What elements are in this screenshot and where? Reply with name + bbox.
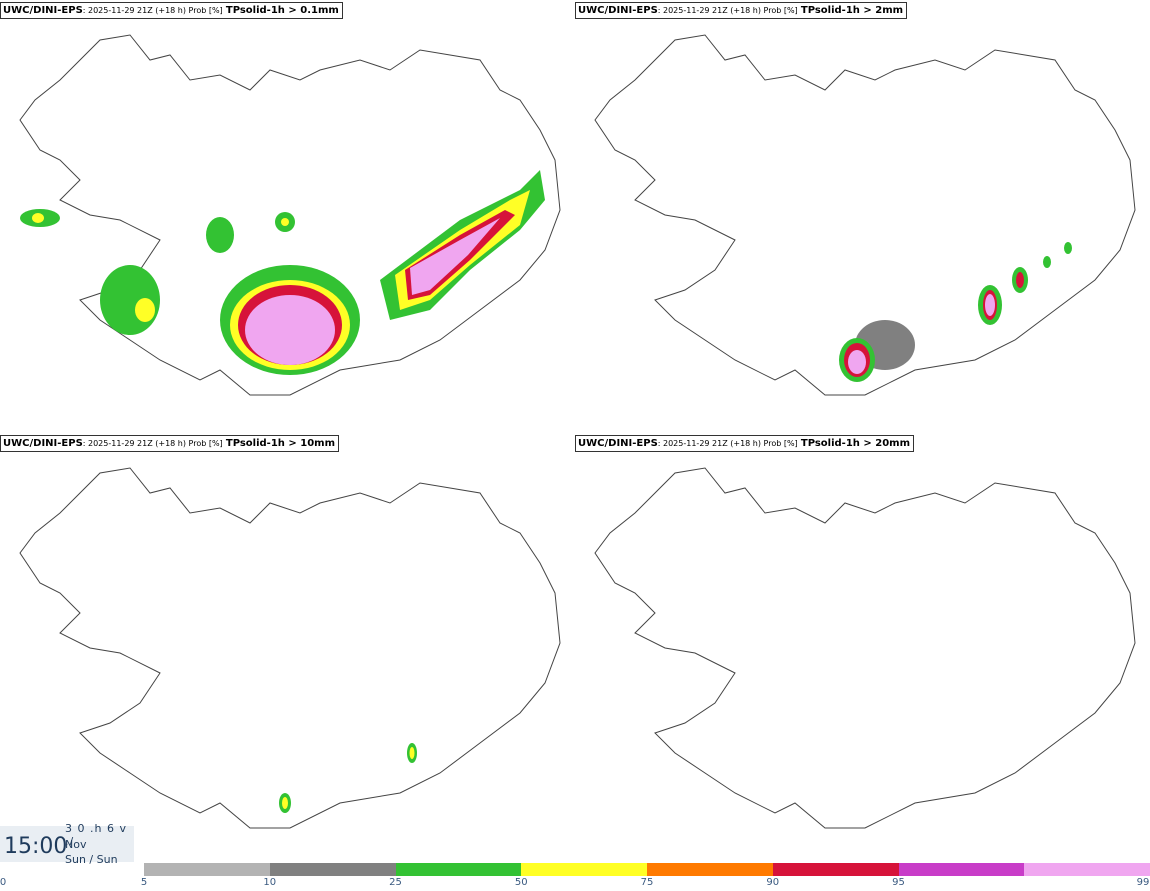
map-panel-tl: UWC/DINI-EPS: 2025-11-29 21Z (+18 h) Pro… (0, 0, 575, 430)
map-panel-tr: UWC/DINI-EPS: 2025-11-29 21Z (+18 h) Pro… (575, 0, 1150, 430)
legend-swatch (144, 863, 270, 876)
valid-time-box: 15:00 3 0 .h 6 v ./ Nov Sun / Sun (0, 822, 134, 866)
legend-swatch (772, 863, 899, 876)
map-panel-br: UWC/DINI-EPS: 2025-11-29 21Z (+18 h) Pro… (575, 433, 1150, 863)
legend-tick-label: 95 (892, 877, 905, 888)
legend-tick-label: 0 (0, 877, 7, 888)
prob-field (279, 743, 417, 813)
legend-swatch (898, 863, 1025, 876)
legend-swatch (269, 863, 396, 876)
legend-colorbar (144, 863, 1150, 876)
iceland-map (19, 467, 561, 829)
panel-title: UWC/DINI-EPS: 2025-11-29 21Z (+18 h) Pro… (0, 435, 340, 452)
legend-tick-label: 99 (1136, 877, 1150, 888)
legend-tick-label: 25 (389, 877, 402, 888)
map-panel-bl: UWC/DINI-EPS: 2025-11-29 21Z (+18 h) Pro… (0, 433, 575, 863)
prob-field (839, 242, 1072, 382)
panel-title: UWC/DINI-EPS: 2025-11-29 21Z (+18 h) Pro… (0, 2, 343, 19)
iceland-map (594, 467, 1136, 829)
legend-tick-label: 5 (140, 877, 148, 888)
legend-swatch (395, 863, 522, 876)
legend-tick-label: 10 (263, 877, 277, 888)
valid-time: 15:00 (4, 834, 68, 859)
legend-swatch (521, 863, 647, 876)
valid-date-line2: Nov (65, 838, 87, 851)
legend-tick-label: 50 (514, 877, 528, 888)
panel-title: UWC/DINI-EPS: 2025-11-29 21Z (+18 h) Pro… (575, 435, 915, 452)
panel-title: UWC/DINI-EPS: 2025-11-29 21Z (+18 h) Pro… (575, 2, 908, 19)
legend-swatch (647, 863, 773, 876)
legend-tick-label: 90 (766, 877, 780, 888)
iceland-map (594, 34, 1136, 396)
iceland-map (19, 34, 561, 396)
valid-date-line3: Sun / Sun (65, 853, 118, 866)
prob-field (20, 170, 545, 375)
legend-swatch (1024, 863, 1150, 876)
legend-tick-label: 75 (640, 877, 654, 888)
valid-date-line1: 3 0 .h 6 v ./ (65, 822, 127, 848)
